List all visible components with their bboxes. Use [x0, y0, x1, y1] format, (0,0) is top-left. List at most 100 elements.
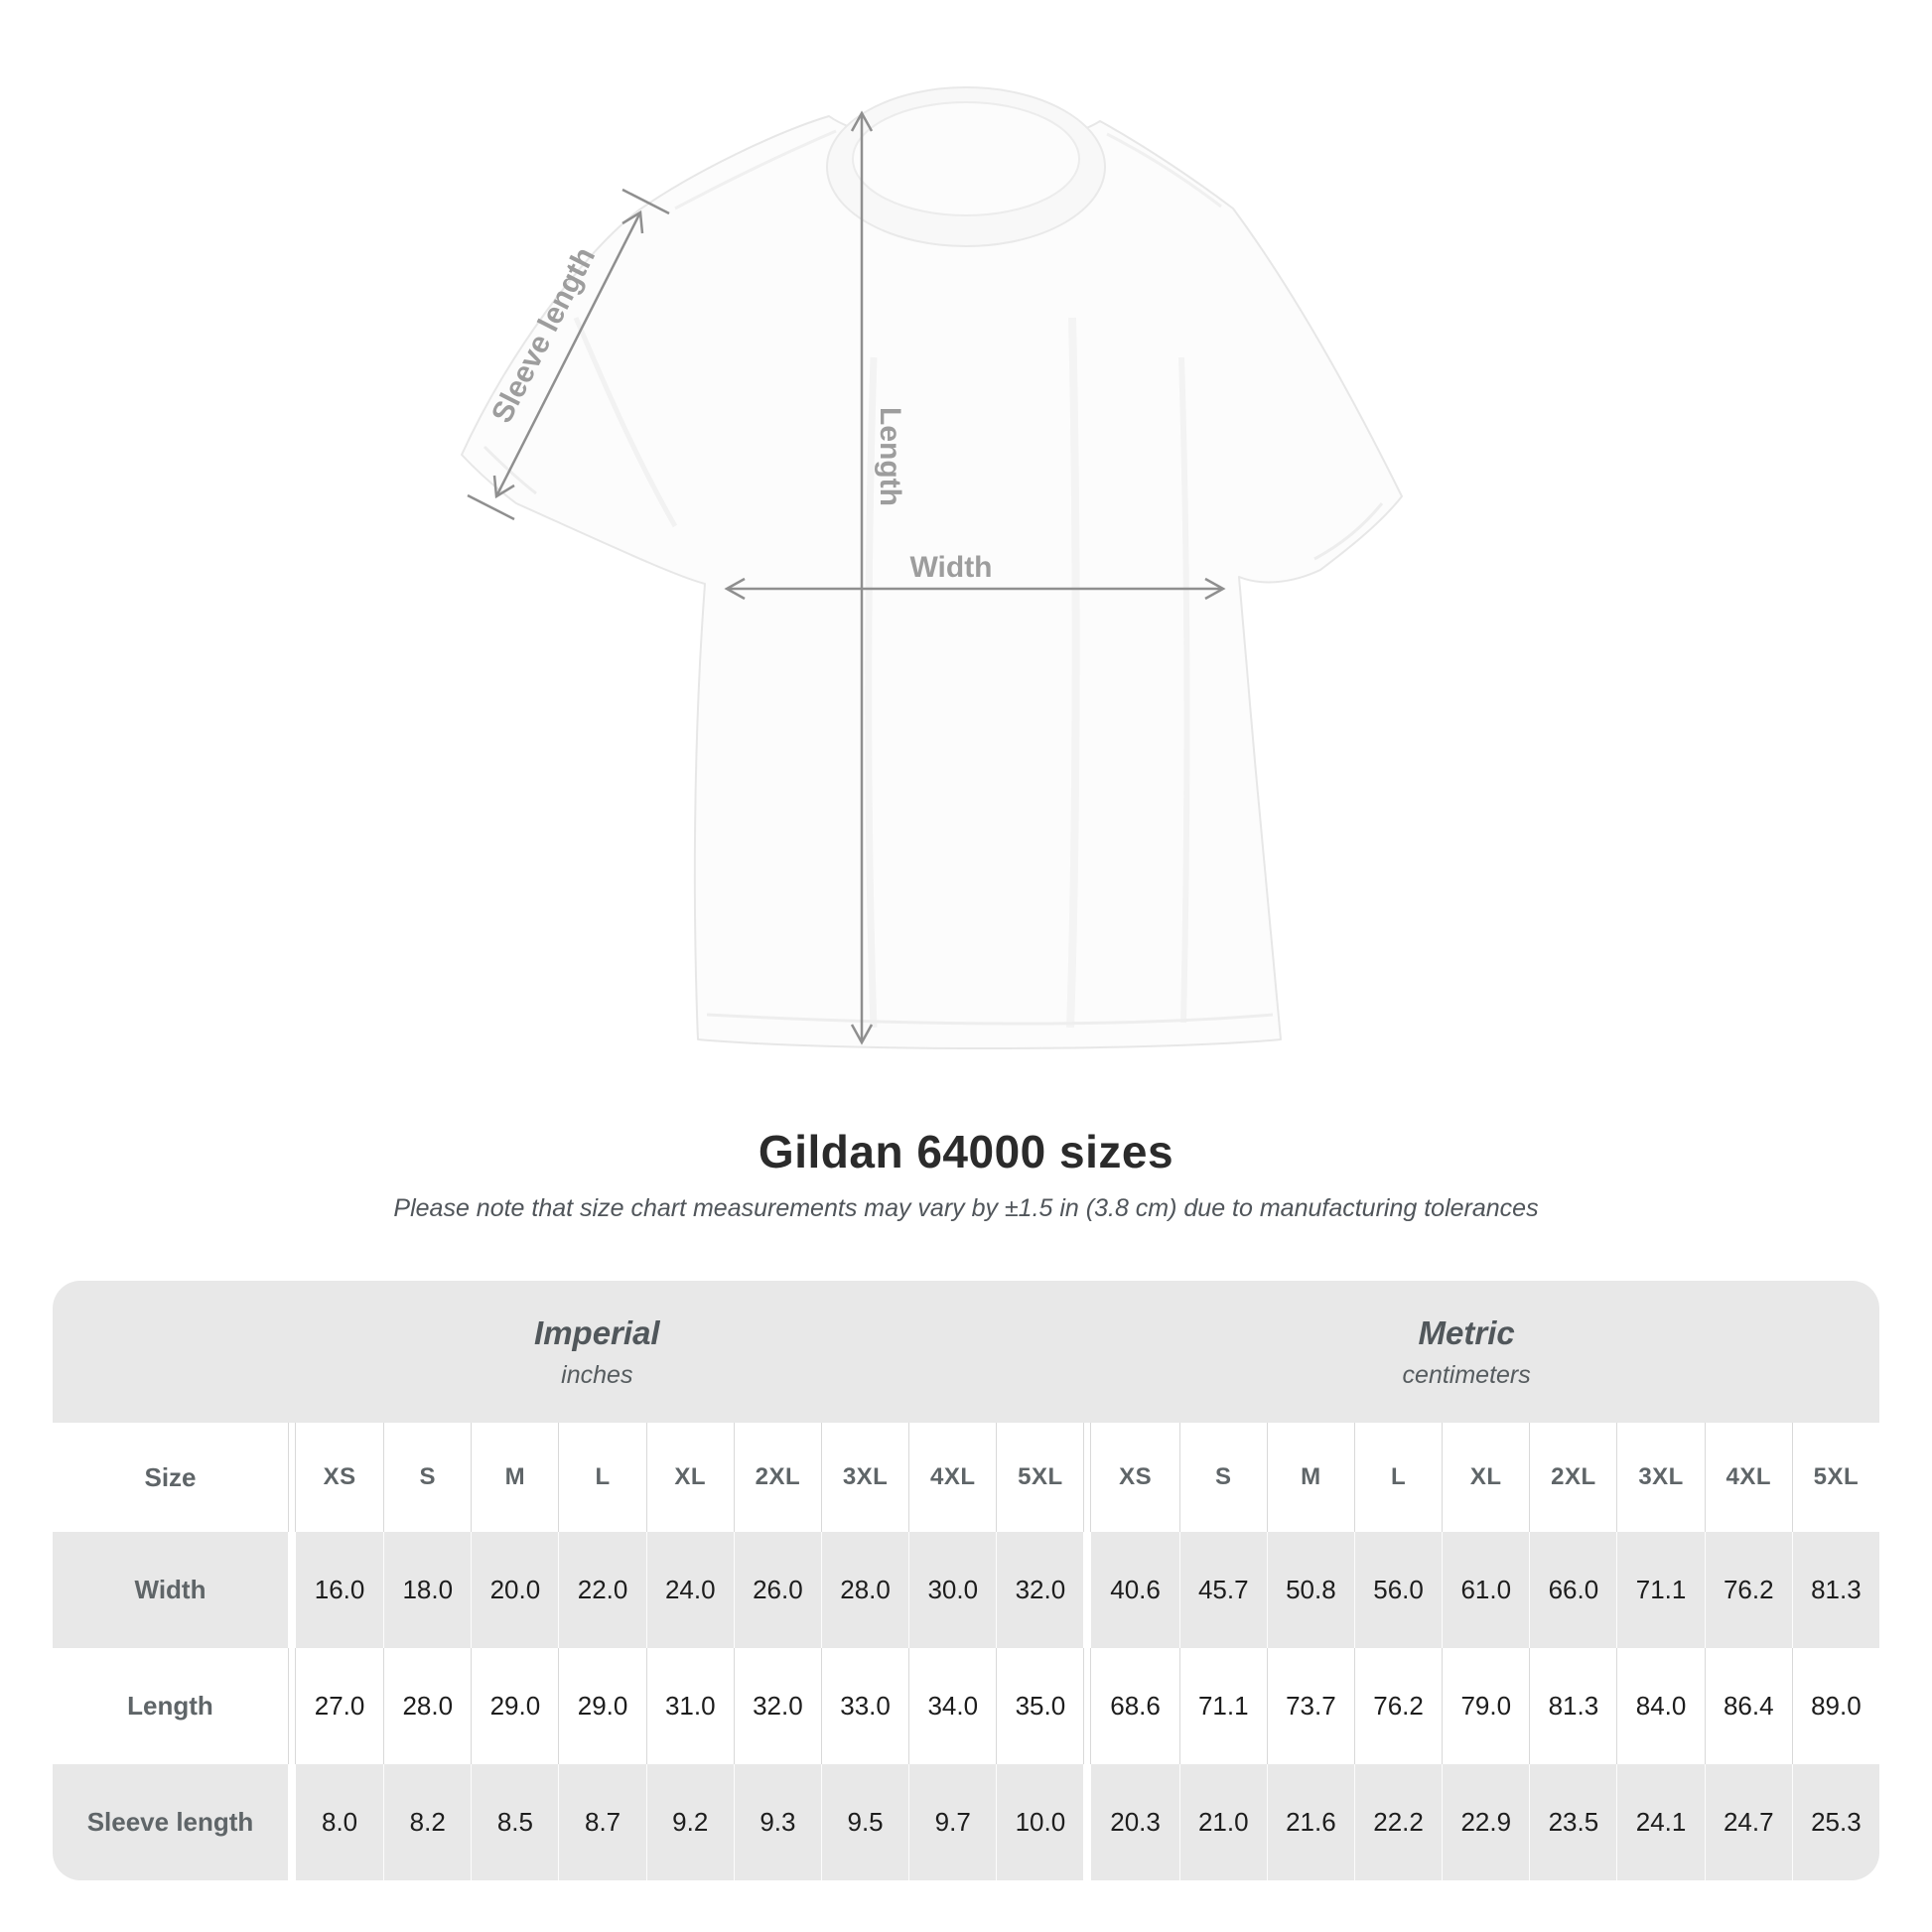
table-cell: 9.2 [645, 1764, 734, 1880]
table-row: Length 27.0 28.0 29.0 29.0 31.0 32.0 33.0 34.0 35… [53, 1648, 1879, 1764]
table-cell: 22.2 [1353, 1764, 1443, 1880]
table-cell: 8.7 [558, 1764, 646, 1880]
section-gap [288, 1764, 296, 1880]
table-cell: 8.5 [471, 1764, 559, 1880]
table-cell: 26.0 [733, 1532, 821, 1648]
row-label: Width [53, 1532, 288, 1648]
table-cell: 9.5 [820, 1764, 909, 1880]
section-gap [288, 1648, 296, 1764]
row-label: Length [53, 1648, 288, 1764]
tshirt-illustration: Width Length Sleeve length [377, 60, 1519, 1102]
table-cell: 20.3 [1091, 1764, 1179, 1880]
size-col-3xl: 3XL [1616, 1423, 1705, 1532]
table-cell: 8.2 [383, 1764, 472, 1880]
table-row: Width 16.0 18.0 20.0 22.0 24.0 26.0 28.0 30.0 32.… [53, 1532, 1879, 1648]
size-column-header: Size [53, 1423, 288, 1532]
page-subtitle: Please note that size chart measurements… [393, 1194, 1539, 1222]
table-cell: 81.3 [1529, 1648, 1617, 1764]
size-col-l: L [558, 1423, 646, 1532]
tshirt-shape [461, 86, 1403, 1049]
size-col-xs: XS [1091, 1423, 1179, 1532]
table-row: Sleeve length 8.0 8.2 8.5 8.7 9.2 9.3 9.5 9.7 10.… [53, 1764, 1879, 1880]
table-cell: 33.0 [820, 1648, 909, 1764]
length-arrow [850, 110, 874, 1045]
table-cell: 24.7 [1704, 1764, 1792, 1880]
section-gap [1083, 1648, 1092, 1764]
size-col-m: M [1266, 1423, 1354, 1532]
table-cell: 84.0 [1616, 1648, 1705, 1764]
table-cell: 56.0 [1353, 1532, 1443, 1648]
table-cell: 28.0 [383, 1648, 472, 1764]
table-cell: 24.0 [645, 1532, 734, 1648]
section-header-imperial: Imperial inches [534, 1314, 660, 1390]
table-cell: 28.0 [820, 1532, 909, 1648]
size-col-m: M [471, 1423, 559, 1532]
section-gap [1083, 1532, 1092, 1648]
table-cell: 68.6 [1091, 1648, 1179, 1764]
collar-inner [852, 101, 1080, 216]
section-header-metric: Metric centimeters [1403, 1314, 1531, 1390]
table-cell: 16.0 [296, 1532, 384, 1648]
size-col-2xl: 2XL [733, 1423, 821, 1532]
table-cell: 21.0 [1178, 1764, 1267, 1880]
width-label: Width [909, 551, 992, 584]
table-cell: 10.0 [996, 1764, 1084, 1880]
section-gap [288, 1532, 296, 1648]
table-cell: 9.3 [733, 1764, 821, 1880]
section-gap [1083, 1423, 1092, 1532]
table-cell: 81.3 [1791, 1532, 1879, 1648]
table-cell: 32.0 [996, 1532, 1084, 1648]
table-cell: 71.1 [1178, 1648, 1267, 1764]
table-cell: 24.1 [1616, 1764, 1705, 1880]
table-cell: 8.0 [296, 1764, 384, 1880]
table-cell: 22.9 [1442, 1764, 1530, 1880]
table-cell: 76.2 [1704, 1532, 1792, 1648]
table-cell: 71.1 [1616, 1532, 1705, 1648]
table-cell: 22.0 [558, 1532, 646, 1648]
tshirt-svg: Width Length Sleeve length [461, 86, 1403, 1049]
table-cell: 79.0 [1442, 1648, 1530, 1764]
measurement-lines [467, 110, 1226, 1045]
table-cell: 50.8 [1266, 1532, 1354, 1648]
size-col-3xl: 3XL [820, 1423, 909, 1532]
table-cell: 61.0 [1442, 1532, 1530, 1648]
table-cell: 66.0 [1529, 1532, 1617, 1648]
table-cell: 89.0 [1791, 1648, 1879, 1764]
table-cell: 25.3 [1791, 1764, 1879, 1880]
imperial-unit: inches [561, 1360, 633, 1389]
table-cell: 9.7 [908, 1764, 997, 1880]
size-col-xl: XL [1442, 1423, 1530, 1532]
size-col-5xl: 5XL [1791, 1423, 1879, 1532]
length-label: Length [874, 407, 906, 506]
size-col-s: S [383, 1423, 472, 1532]
size-col-4xl: 4XL [908, 1423, 997, 1532]
size-col-xl: XL [645, 1423, 734, 1532]
size-col-l: L [1353, 1423, 1443, 1532]
page-title: Gildan 64000 sizes [758, 1126, 1174, 1177]
metric-title: Metric [1418, 1313, 1515, 1351]
size-header-row: Size XS S M L XL 2XL 3XL 4XL 5XL XS S M L XL 2XL 3XL 4XL 5… [53, 1423, 1879, 1532]
section-gap [1083, 1764, 1092, 1880]
width-arrow [724, 577, 1226, 601]
table-cell: 27.0 [296, 1648, 384, 1764]
table-cell: 73.7 [1266, 1648, 1354, 1764]
section-gap [288, 1423, 296, 1532]
row-label: Sleeve length [53, 1764, 288, 1880]
table-cell: 45.7 [1178, 1532, 1267, 1648]
table-cell: 34.0 [908, 1648, 997, 1764]
size-col-4xl: 4XL [1704, 1423, 1792, 1532]
table-cell: 29.0 [471, 1648, 559, 1764]
table-cell: 23.5 [1529, 1764, 1617, 1880]
size-col-2xl: 2XL [1529, 1423, 1617, 1532]
size-col-s: S [1178, 1423, 1267, 1532]
table-rows: Width 16.0 18.0 20.0 22.0 24.0 26.0 28.0 30.0 32.… [53, 1532, 1879, 1880]
table-cell: 35.0 [996, 1648, 1084, 1764]
table-section-header: Imperial inches Metric centimeters [53, 1281, 1879, 1423]
table-cell: 21.6 [1266, 1764, 1354, 1880]
size-col-xs: XS [296, 1423, 384, 1532]
table-cell: 32.0 [733, 1648, 821, 1764]
table-cell: 40.6 [1091, 1532, 1179, 1648]
size-col-5xl: 5XL [996, 1423, 1084, 1532]
metric-unit: centimeters [1402, 1360, 1531, 1389]
